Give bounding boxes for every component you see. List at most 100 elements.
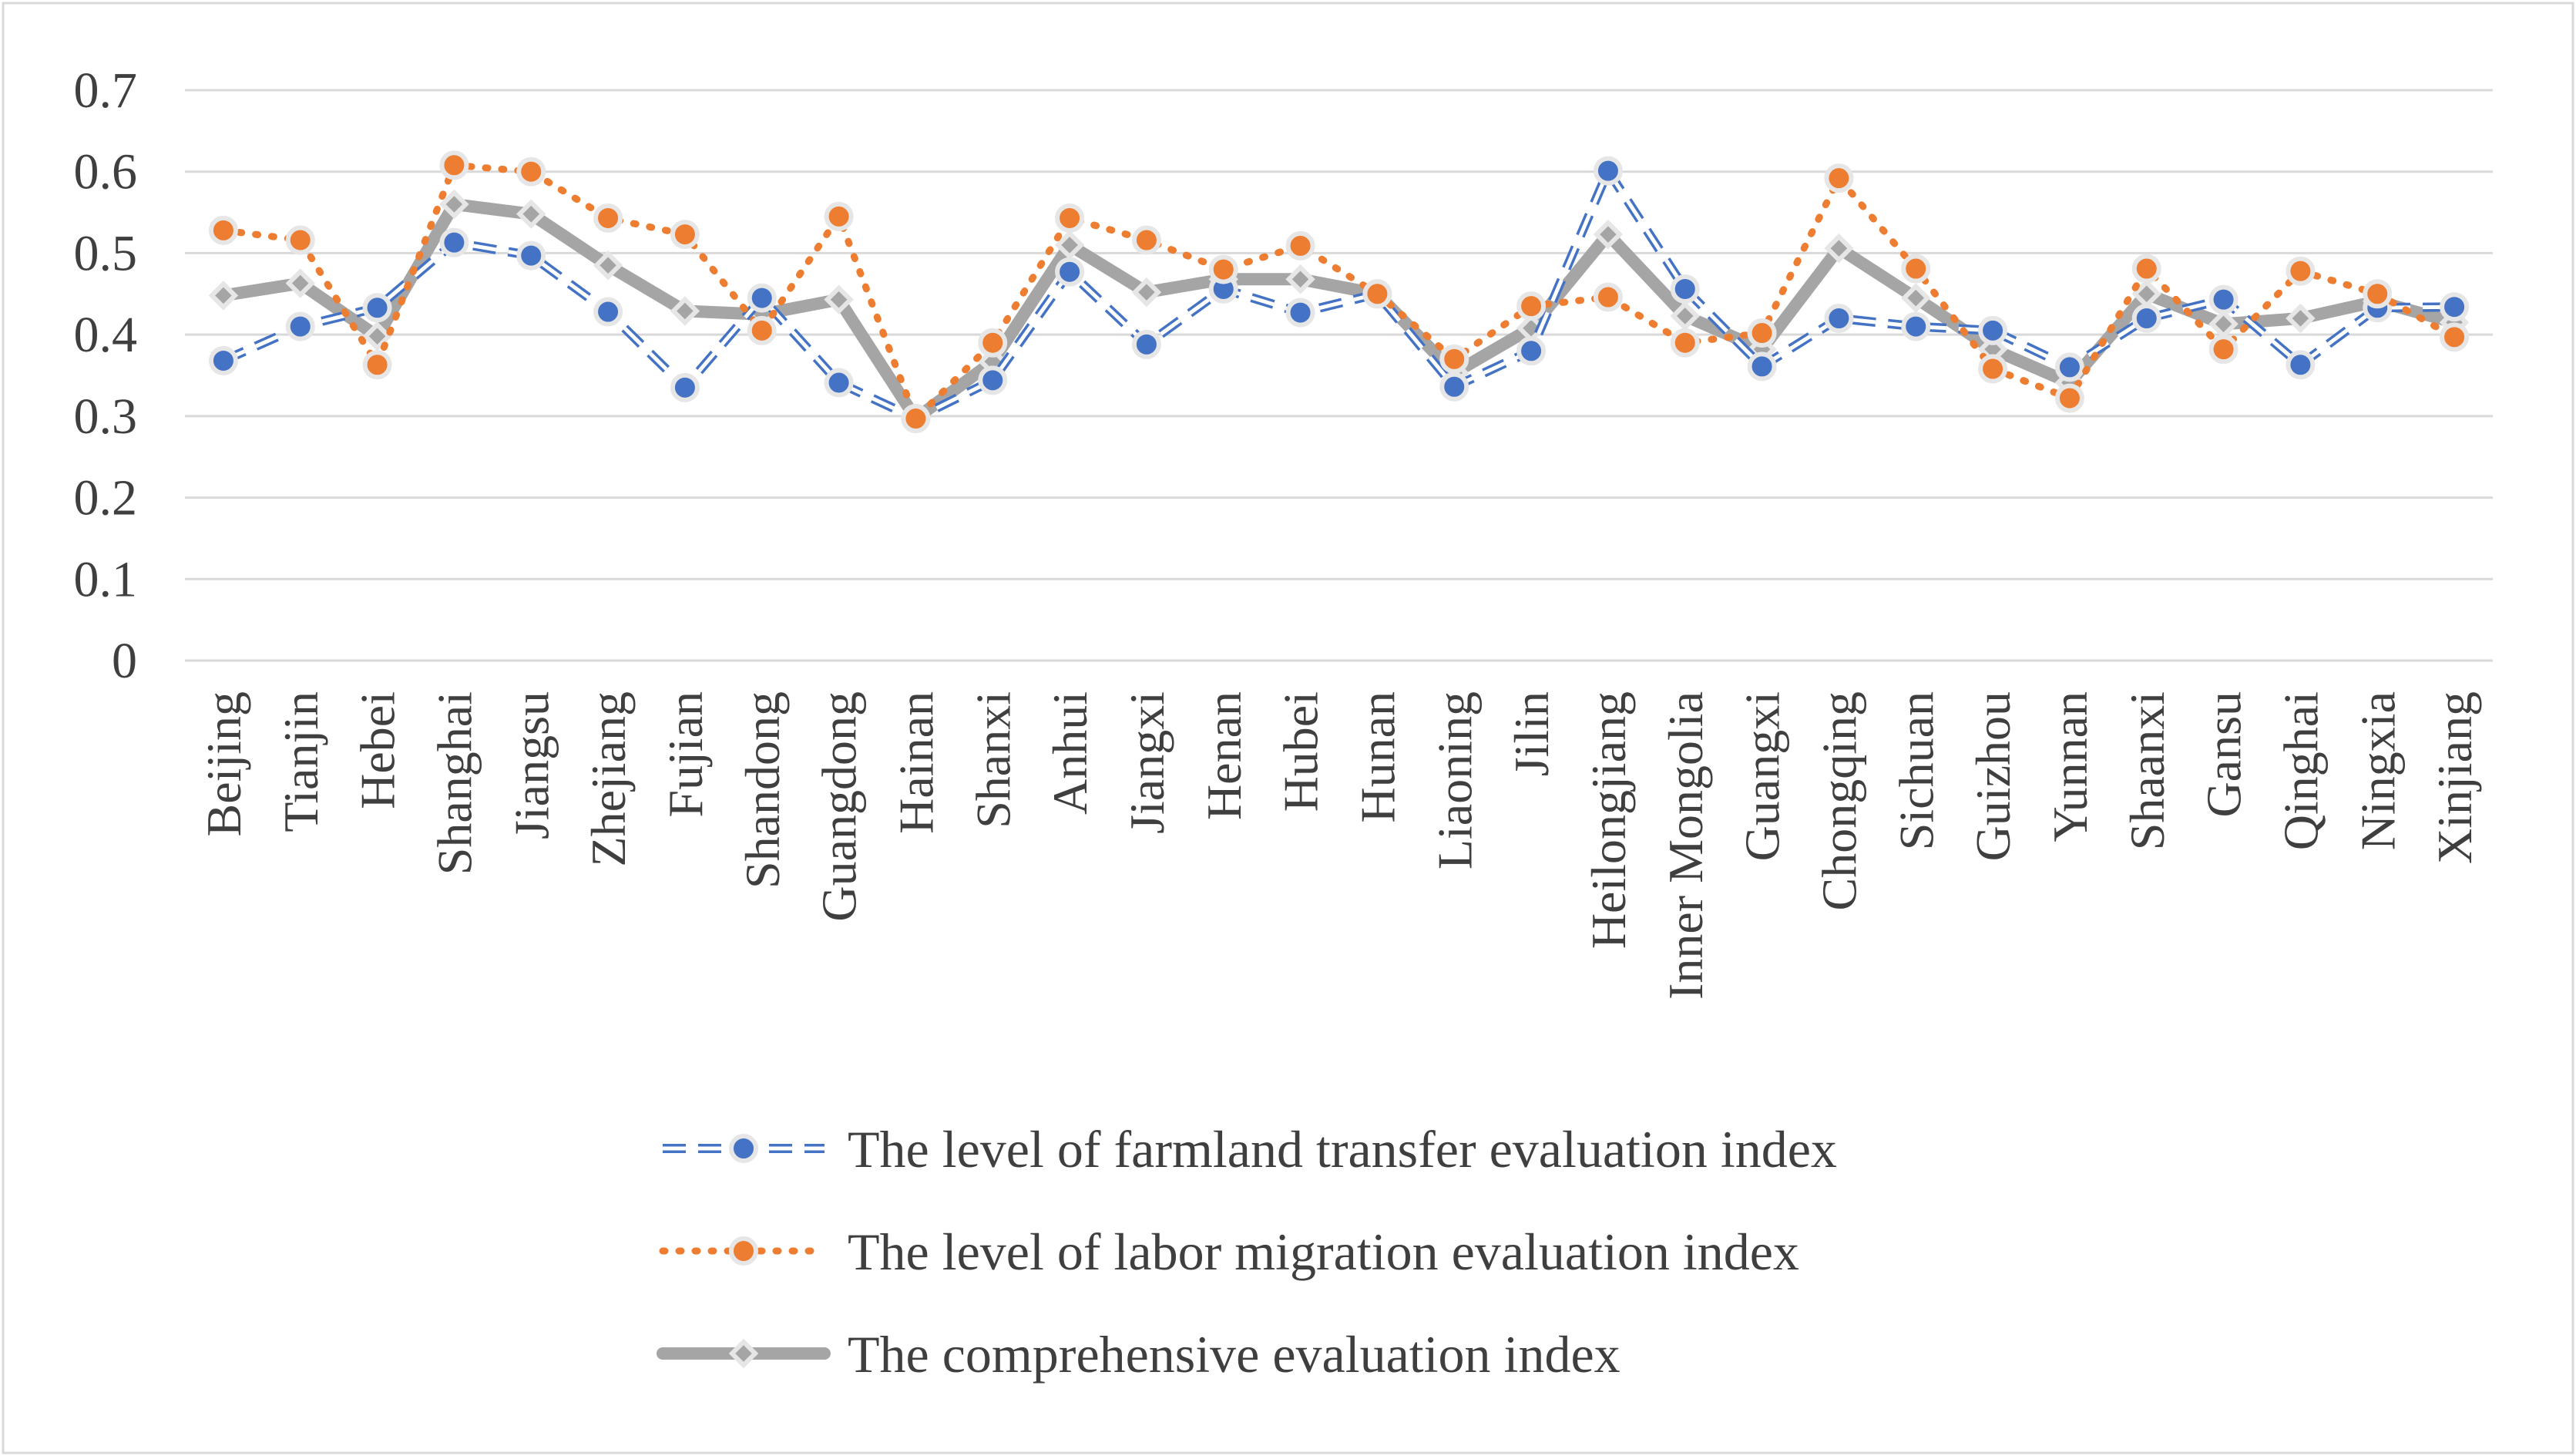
data-point <box>285 311 315 341</box>
x-tick-label: Xinjiang <box>2427 691 2482 864</box>
data-point <box>670 296 700 326</box>
data-point <box>747 283 777 313</box>
data-point <box>2285 303 2316 334</box>
data-point <box>1670 274 1700 304</box>
data-point <box>516 199 546 229</box>
data-point <box>593 203 623 233</box>
x-axis-ticks: Beijing Tianjin Hebei Shanghai Jiangsu Zhejia… <box>196 691 2482 1000</box>
data-point <box>824 284 854 314</box>
data-point <box>2208 284 2238 314</box>
data-point <box>1593 156 1623 186</box>
x-tick-label: Hebei <box>351 691 405 809</box>
data-point <box>2363 279 2393 309</box>
y-axis-ticks: 0 0.1 0.2 0.3 0.4 0.5 0.6 0.7 <box>74 62 138 689</box>
data-point <box>1439 372 1469 402</box>
data-point <box>1055 257 1085 287</box>
data-point <box>1978 315 2008 345</box>
legend-item: The comprehensive evaluation index <box>657 1325 1620 1384</box>
data-point <box>747 315 777 345</box>
x-tick-label: Guangdong <box>812 691 867 922</box>
data-point <box>2131 304 2161 333</box>
series-line-inner <box>222 169 2455 421</box>
data-point <box>978 328 1008 358</box>
data-point <box>1824 163 1854 193</box>
series-2 <box>208 150 2470 434</box>
data-point <box>1593 219 1624 250</box>
data-point <box>670 220 700 250</box>
data-point <box>439 150 469 180</box>
data-point <box>1670 328 1700 358</box>
data-point <box>1901 283 1931 313</box>
x-tick-label: Jilin <box>1504 691 1559 776</box>
x-tick-label: Sichuan <box>1889 691 1943 850</box>
data-point <box>1054 230 1085 261</box>
data-point <box>824 368 854 398</box>
x-tick-label: Shanghai <box>427 691 482 875</box>
data-point <box>1131 329 1161 359</box>
x-tick-label: Anhui <box>1043 691 1097 815</box>
data-point <box>1824 233 1854 264</box>
data-point <box>208 215 238 245</box>
x-tick-label: Henan <box>1197 691 1251 820</box>
x-tick-label: Hubei <box>1274 691 1328 812</box>
x-tick-label: Inner Mongolia <box>1658 691 1713 1000</box>
data-point <box>824 201 854 231</box>
x-tick-label: Jiangsu <box>504 691 559 839</box>
legend: The level of farmland transfer evaluatio… <box>657 1120 1837 1384</box>
x-tick-label: Guizhou <box>1966 691 2020 861</box>
legend-marker <box>729 1134 758 1163</box>
data-point <box>1285 298 1315 328</box>
data-point <box>2054 383 2084 413</box>
data-point <box>670 372 700 402</box>
x-tick-label: Yunnan <box>2043 691 2097 842</box>
x-tick-label: Fujian <box>658 691 713 818</box>
data-point <box>593 297 623 327</box>
x-tick-label: Shaanxi <box>2120 691 2175 850</box>
data-point <box>1978 354 2008 384</box>
y-tick-label: 0 <box>112 633 137 689</box>
legend-marker <box>728 1338 759 1369</box>
data-point <box>208 345 238 375</box>
x-tick-label: Shanxi <box>966 691 1020 829</box>
data-point <box>2208 335 2238 365</box>
legend-label: The comprehensive evaluation index <box>848 1325 1620 1384</box>
data-point <box>1747 351 1777 382</box>
data-point <box>285 268 315 298</box>
x-tick-label: Zhejiang <box>581 691 636 866</box>
legend-label: The level of labor migration evaluation … <box>848 1222 1799 1281</box>
data-point <box>439 227 469 257</box>
data-point <box>1131 225 1161 255</box>
x-tick-label: Chongqing <box>1812 691 1866 910</box>
data-point <box>1055 203 1085 233</box>
data-point <box>1362 279 1392 309</box>
y-tick-label: 0.1 <box>74 551 138 607</box>
data-point <box>1285 230 1315 261</box>
x-tick-label: Jiangxi <box>1120 691 1174 834</box>
data-point <box>2285 256 2316 286</box>
data-point <box>2440 322 2470 352</box>
y-tick-label: 0.2 <box>74 470 138 526</box>
data-point <box>516 240 546 271</box>
data-point <box>1208 254 1238 284</box>
y-tick-label: 0.4 <box>74 307 138 363</box>
data-point <box>208 281 239 311</box>
data-point <box>2440 292 2470 322</box>
data-point <box>362 350 392 380</box>
x-tick-label: Beijing <box>196 691 251 836</box>
legend-item: The level of labor migration evaluation … <box>659 1222 1799 1281</box>
y-tick-label: 0.7 <box>74 62 138 119</box>
data-point <box>1131 277 1162 308</box>
data-point <box>285 225 315 255</box>
data-point <box>2285 350 2316 380</box>
data-point <box>593 251 623 281</box>
legend-label: The level of farmland transfer evaluatio… <box>848 1120 1837 1179</box>
legend-marker <box>729 1236 758 1266</box>
gridlines <box>185 89 2493 662</box>
data-point <box>1670 301 1700 331</box>
x-tick-label: Guangxi <box>1735 691 1790 861</box>
x-tick-label: Hunan <box>1350 691 1405 823</box>
data-point <box>362 321 392 351</box>
x-tick-label: Qinghai <box>2273 691 2328 850</box>
data-point <box>1593 282 1623 312</box>
